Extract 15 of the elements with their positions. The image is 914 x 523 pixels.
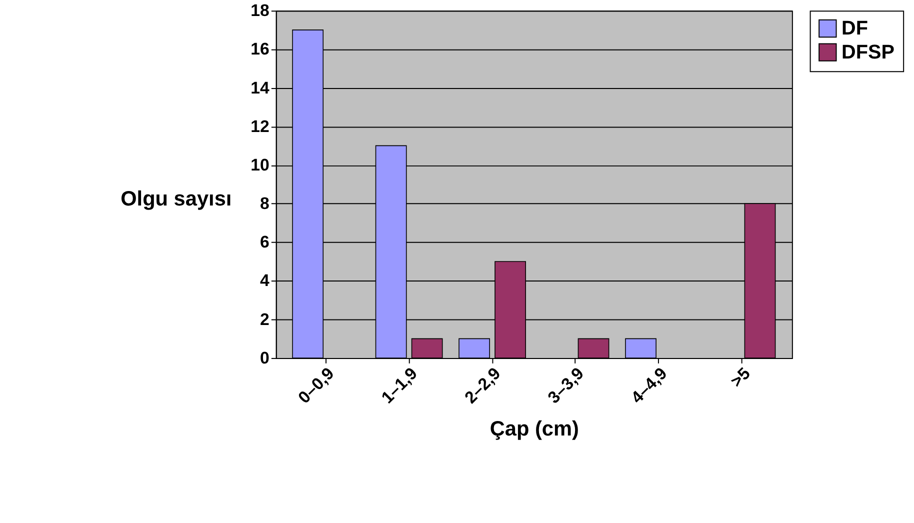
y-tick-label: 14 xyxy=(250,78,270,98)
y-tick-label: 2 xyxy=(260,310,270,329)
legend-label: DFSP xyxy=(842,41,894,64)
y-tick-label: 12 xyxy=(250,116,270,136)
legend-label: DF xyxy=(842,17,868,40)
x-tick-label: >5 xyxy=(726,364,754,391)
y-tick-label: 8 xyxy=(260,194,270,214)
y-tick-label: 4 xyxy=(260,271,270,290)
y-tick-label: 0 xyxy=(260,348,270,368)
y-axis-title: Olgu sayısı xyxy=(120,188,232,211)
y-tick-label: 16 xyxy=(250,40,270,59)
y-tick-label: 6 xyxy=(260,232,270,252)
y-tick-label: 10 xyxy=(250,155,270,174)
y-tick-label: 18 xyxy=(250,1,270,20)
x-axis-title: Çap (cm) xyxy=(490,417,579,440)
